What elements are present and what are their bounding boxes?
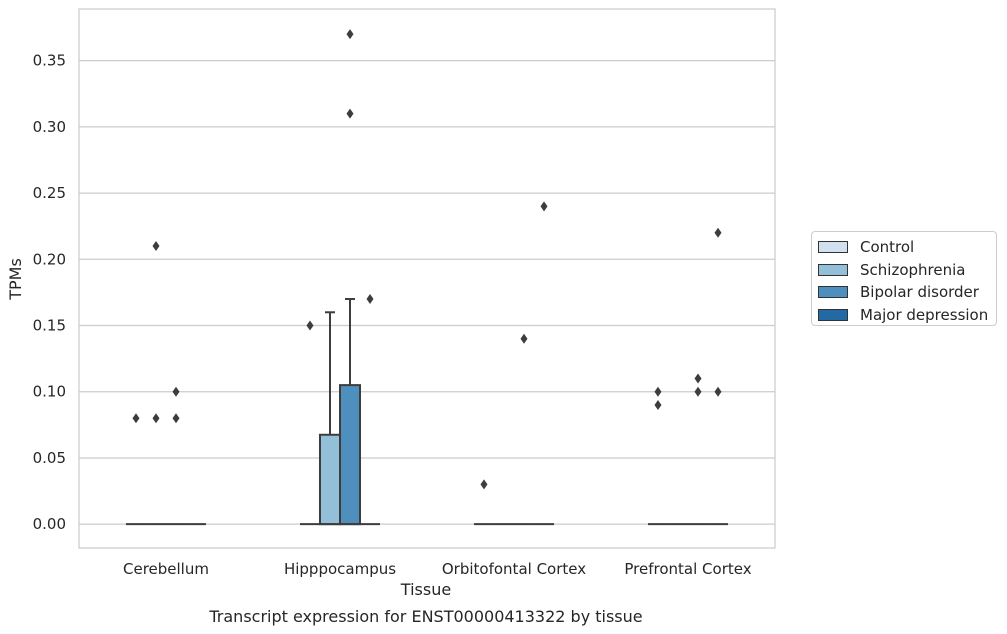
x-tick-labels: Cerebellum Hipppocampus Orbitofontal Corte… [123, 560, 752, 578]
box-group [473, 479, 494, 526]
gridlines [79, 60, 775, 525]
legend: Control Schizophrenia Bipolar disorder M… [811, 231, 997, 326]
y-axis-label: TPMs [6, 258, 25, 301]
legend-item-major-depression: Major depression [818, 304, 996, 327]
x-tick-label: Orbitofontal Cortex [442, 560, 586, 578]
legend-swatch-schizophrenia [818, 263, 848, 276]
y-tick-label: 0.30 [33, 118, 66, 136]
y-tick-label: 0.15 [33, 317, 66, 335]
box-group [318, 311, 341, 526]
outlier-point [152, 241, 160, 252]
box-group [514, 333, 535, 526]
outlier-point [694, 386, 702, 397]
box-group [708, 227, 729, 526]
legend-label-control: Control [860, 238, 915, 257]
outlier-point [366, 294, 374, 305]
legend-item-bipolar-disorder: Bipolar disorder [818, 281, 996, 304]
outlier-point [306, 320, 314, 331]
x-tick-label: Hipppocampus [284, 560, 396, 578]
box-group [688, 373, 709, 526]
y-tick-label: 0.25 [33, 184, 66, 202]
box-body [339, 384, 362, 526]
x-tick-label: Prefrontal Cortex [624, 560, 751, 578]
plot-frame [78, 8, 776, 549]
legend-item-control: Control [818, 236, 996, 259]
y-tick-label: 0.20 [33, 250, 66, 268]
outlier-point [172, 413, 180, 424]
y-tick-labels: 0.00 0.05 0.10 0.15 0.20 0.25 0.30 0.35 [33, 52, 66, 534]
x-tick-label: Cerebellum [123, 560, 209, 578]
legend-swatch-major-depression [818, 308, 848, 321]
outlier-point [172, 386, 180, 397]
legend-item-schizophrenia: Schizophrenia [818, 259, 996, 282]
outlier-point [152, 413, 160, 424]
outlier-point [694, 373, 702, 384]
legend-label-bipolar-disorder: Bipolar disorder [860, 283, 979, 302]
box-group [647, 386, 668, 526]
legend-swatch-control [818, 241, 848, 254]
outlier-point [520, 333, 528, 344]
box-group [534, 201, 555, 526]
legend-swatch-bipolar-disorder [818, 286, 848, 299]
box-group [125, 413, 146, 526]
outlier-point [654, 386, 662, 397]
box-group [339, 29, 362, 526]
y-tick-label: 0.00 [33, 515, 66, 533]
chart-title: Transcript expression for ENST0000041332… [208, 607, 642, 626]
box-marks [125, 29, 729, 526]
x-axis-label: Tissue [400, 580, 451, 599]
outlier-point [346, 108, 354, 119]
outlier-point [132, 413, 140, 424]
outlier-point [714, 386, 722, 397]
box-group [299, 320, 320, 526]
outlier-point [346, 29, 354, 40]
box-body [318, 433, 341, 526]
y-tick-label: 0.35 [33, 52, 66, 70]
legend-label-major-depression: Major depression [860, 305, 989, 324]
box-group [360, 294, 381, 526]
outlier-point [714, 227, 722, 238]
y-tick-label: 0.05 [33, 449, 66, 467]
y-tick-label: 0.10 [33, 383, 66, 401]
outlier-point [654, 399, 662, 410]
outlier-point [480, 479, 488, 490]
box-group [145, 241, 166, 526]
box-group [166, 386, 187, 526]
outlier-point [540, 201, 548, 212]
legend-label-schizophrenia: Schizophrenia [860, 260, 966, 279]
